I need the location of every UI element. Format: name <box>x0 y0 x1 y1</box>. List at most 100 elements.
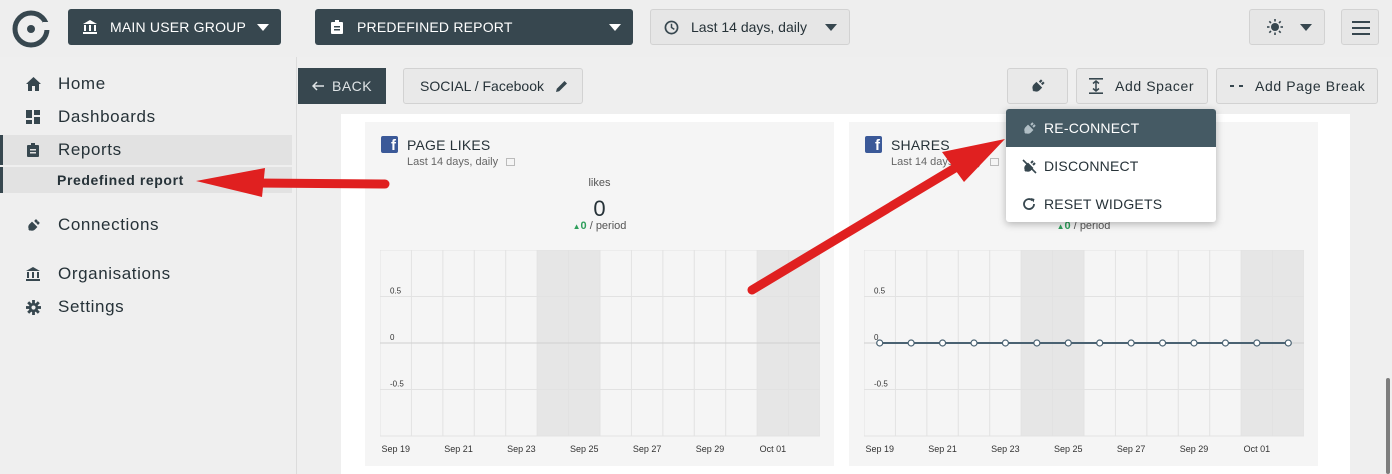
data-point[interactable] <box>1064 339 1072 347</box>
menu-item-label: DISCONNECT <box>1044 158 1139 174</box>
add-page-break-button[interactable]: Add Page Break <box>1216 68 1378 104</box>
data-point[interactable] <box>1127 339 1135 347</box>
x-tick-label: Sep 23 <box>991 444 1020 454</box>
facebook-icon: f <box>865 136 882 153</box>
theme-select[interactable] <box>1249 9 1325 45</box>
chevron-down-icon <box>1300 24 1312 31</box>
hamburger-menu-button[interactable] <box>1341 9 1379 45</box>
widget-subtitle: Last 14 days, daily <box>891 156 1000 168</box>
triangle-up-icon: ▲ <box>1056 222 1065 231</box>
page-likes-chart: 0.5 0 -0.5 Sep 19 Sep 21 Sep 23 Sep 25 Sep 27 Se… <box>380 250 820 454</box>
user-group-select[interactable]: MAIN USER GROUP <box>68 9 281 45</box>
metric-label: likes <box>588 177 611 189</box>
add-spacer-button[interactable]: Add Spacer <box>1076 68 1208 104</box>
y-tick-label: 0.5 <box>390 287 402 296</box>
clipboard-icon <box>25 142 41 158</box>
report-label: PREDEFINED REPORT <box>357 19 513 35</box>
y-tick-label: -0.5 <box>874 380 888 389</box>
y-tick-label: -0.5 <box>390 380 404 389</box>
sidebar: Home Dashboards Reports Predefined repor… <box>0 57 297 474</box>
back-label: BACK <box>332 78 373 94</box>
add-spacer-label: Add Spacer <box>1115 78 1195 94</box>
scrollbar-track[interactable] <box>1382 114 1392 474</box>
data-point[interactable] <box>1190 339 1198 347</box>
hamburger-icon <box>1352 21 1370 23</box>
x-tick-label: Sep 19 <box>381 444 410 454</box>
back-button[interactable]: BACK <box>298 68 386 104</box>
data-point[interactable] <box>907 339 915 347</box>
x-tick-label: Oct 01 <box>1244 444 1271 454</box>
page-break-icon <box>1230 84 1243 88</box>
metric-change: ▲0 / period <box>1056 220 1111 232</box>
menu-item-reconnect[interactable]: RE-CONNECT <box>1006 109 1216 147</box>
chevron-down-icon <box>825 24 837 31</box>
sidebar-item-settings[interactable]: Settings <box>0 292 292 322</box>
metric-change: ▲0 / period <box>572 220 627 232</box>
data-point[interactable] <box>1033 339 1041 347</box>
data-point[interactable] <box>938 339 947 347</box>
y-tick-label: 0 <box>874 333 879 342</box>
plug-off-icon <box>1021 158 1037 174</box>
data-point[interactable] <box>1253 339 1261 347</box>
chevron-down-icon <box>257 24 269 31</box>
sidebar-item-label: Dashboards <box>58 107 156 126</box>
sidebar-item-reports[interactable]: Reports <box>0 135 292 165</box>
data-point[interactable] <box>1001 339 1010 347</box>
sidebar-item-predefined-report[interactable]: Predefined report <box>0 167 292 193</box>
y-tick-label: 0 <box>390 333 395 342</box>
widget-subtitle: Last 14 days, daily <box>407 156 516 168</box>
plug-icon <box>25 217 41 233</box>
sidebar-item-label: Home <box>58 74 106 93</box>
page-name-field[interactable]: SOCIAL / Facebook <box>403 68 583 104</box>
triangle-up-icon: ▲ <box>572 222 581 231</box>
page-name-label: SOCIAL / Facebook <box>420 78 544 94</box>
x-tick-label: Oct 01 <box>760 444 787 454</box>
home-icon <box>25 76 41 92</box>
menu-item-reset-widgets[interactable]: RESET WIDGETS <box>1006 185 1216 223</box>
report-select[interactable]: PREDEFINED REPORT <box>315 9 633 45</box>
widget-title: PAGE LIKES <box>407 137 491 153</box>
plug-icon <box>1021 120 1037 136</box>
y-tick-label: 0.5 <box>874 287 886 296</box>
sidebar-item-dashboards[interactable]: Dashboards <box>0 102 292 132</box>
sidebar-item-connections[interactable]: Connections <box>0 210 292 240</box>
connection-button[interactable] <box>1007 68 1068 104</box>
spacer-icon <box>1089 78 1103 94</box>
user-group-label: MAIN USER GROUP <box>110 19 247 35</box>
menu-item-disconnect[interactable]: DISCONNECT <box>1006 147 1216 185</box>
x-tick-label: Sep 25 <box>1054 444 1083 454</box>
x-tick-label: Sep 27 <box>1117 444 1146 454</box>
clipboard-icon <box>329 19 345 35</box>
data-point[interactable] <box>1096 339 1104 347</box>
sidebar-item-organisations[interactable]: Organisations <box>0 259 292 289</box>
sidebar-item-label: Organisations <box>58 264 171 283</box>
bank-icon <box>82 19 98 35</box>
pencil-icon[interactable] <box>555 80 568 92</box>
sidebar-item-label: Settings <box>58 297 125 316</box>
data-point[interactable] <box>1221 339 1230 347</box>
scrollbar-thumb[interactable] <box>1386 378 1390 474</box>
period-select[interactable]: Last 14 days, daily <box>650 9 850 45</box>
app-logo-icon[interactable] <box>10 8 52 50</box>
bank-icon <box>25 266 41 282</box>
widget-title: SHARES <box>891 137 950 153</box>
data-point[interactable] <box>1284 339 1292 347</box>
widget-page-likes[interactable]: f PAGE LIKES Last 14 days, daily likes 0… <box>365 122 834 466</box>
data-point[interactable] <box>1158 339 1167 347</box>
sidebar-item-label: Reports <box>58 140 122 159</box>
x-tick-label: Sep 29 <box>696 444 725 454</box>
sidebar-item-label: Predefined report <box>57 172 184 188</box>
facebook-icon: f <box>381 136 398 153</box>
connection-menu: RE-CONNECT DISCONNECT RESET WIDGETS <box>1006 109 1216 222</box>
x-tick-label: Sep 23 <box>507 444 536 454</box>
data-point[interactable] <box>970 339 978 347</box>
gear-icon <box>25 299 41 315</box>
shares-chart: 0.5 0 -0.5 Sep 19 Sep 21 Sep 23 Sep 25 Sep 27 Se… <box>864 250 1304 454</box>
x-tick-label: Sep 19 <box>865 444 894 454</box>
plug-icon <box>1030 78 1046 94</box>
data-point[interactable] <box>876 339 884 347</box>
top-bar: MAIN USER GROUP PREDEFINED REPORT Last 1… <box>0 0 1392 57</box>
sidebar-item-home[interactable]: Home <box>0 69 292 99</box>
refresh-icon <box>1021 196 1037 212</box>
x-tick-label: Sep 25 <box>570 444 599 454</box>
